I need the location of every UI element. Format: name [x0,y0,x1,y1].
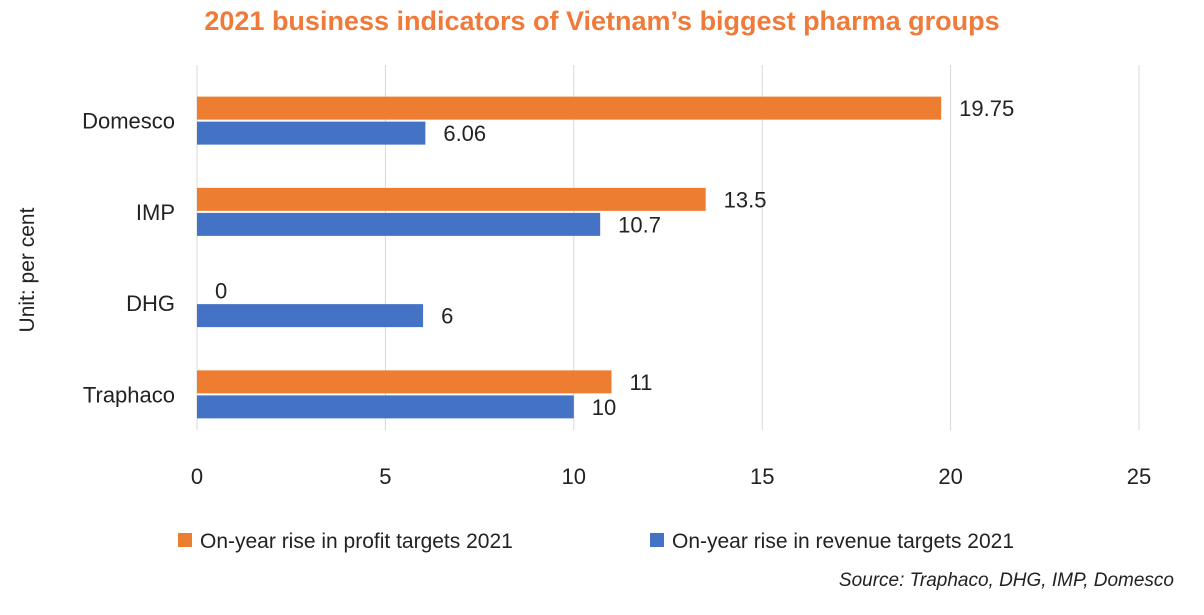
data-label: 19.75 [959,96,1014,121]
bar-profit [197,96,942,120]
legend-label: On-year rise in revenue targets 2021 [672,530,1014,553]
x-tick-label: 5 [379,464,391,489]
chart-title: 2021 business indicators of Vietnam’s bi… [204,6,1000,36]
category-label: Traphaco [83,382,175,407]
bar-profit [197,370,612,394]
legend-swatch [178,533,192,547]
data-label: 11 [629,370,652,395]
source-note: Source: Traphaco, DHG, IMP, Domesco [838,570,1174,591]
data-label: 6.06 [443,121,486,146]
data-label: 13.5 [724,187,767,212]
x-tick-label: 25 [1127,464,1151,489]
bar-revenue [197,304,424,328]
data-label: 10 [592,395,616,420]
category-label: IMP [136,200,175,225]
x-tick-label: 0 [191,464,203,489]
x-tick-label: 20 [938,464,962,489]
data-label: 6 [441,304,453,329]
bar-revenue [197,212,601,236]
bar-revenue [197,395,574,419]
data-label: 10.7 [618,212,661,237]
x-tick-label: 15 [750,464,774,489]
legend-label: On-year rise in profit targets 2021 [200,530,513,553]
category-label: DHG [126,291,175,316]
data-label: 0 [215,279,227,304]
x-tick-label: 10 [562,464,586,489]
category-label: Domesco [82,109,175,134]
bar-revenue [197,121,426,145]
bar-profit [197,187,706,211]
legend-swatch [650,533,664,547]
